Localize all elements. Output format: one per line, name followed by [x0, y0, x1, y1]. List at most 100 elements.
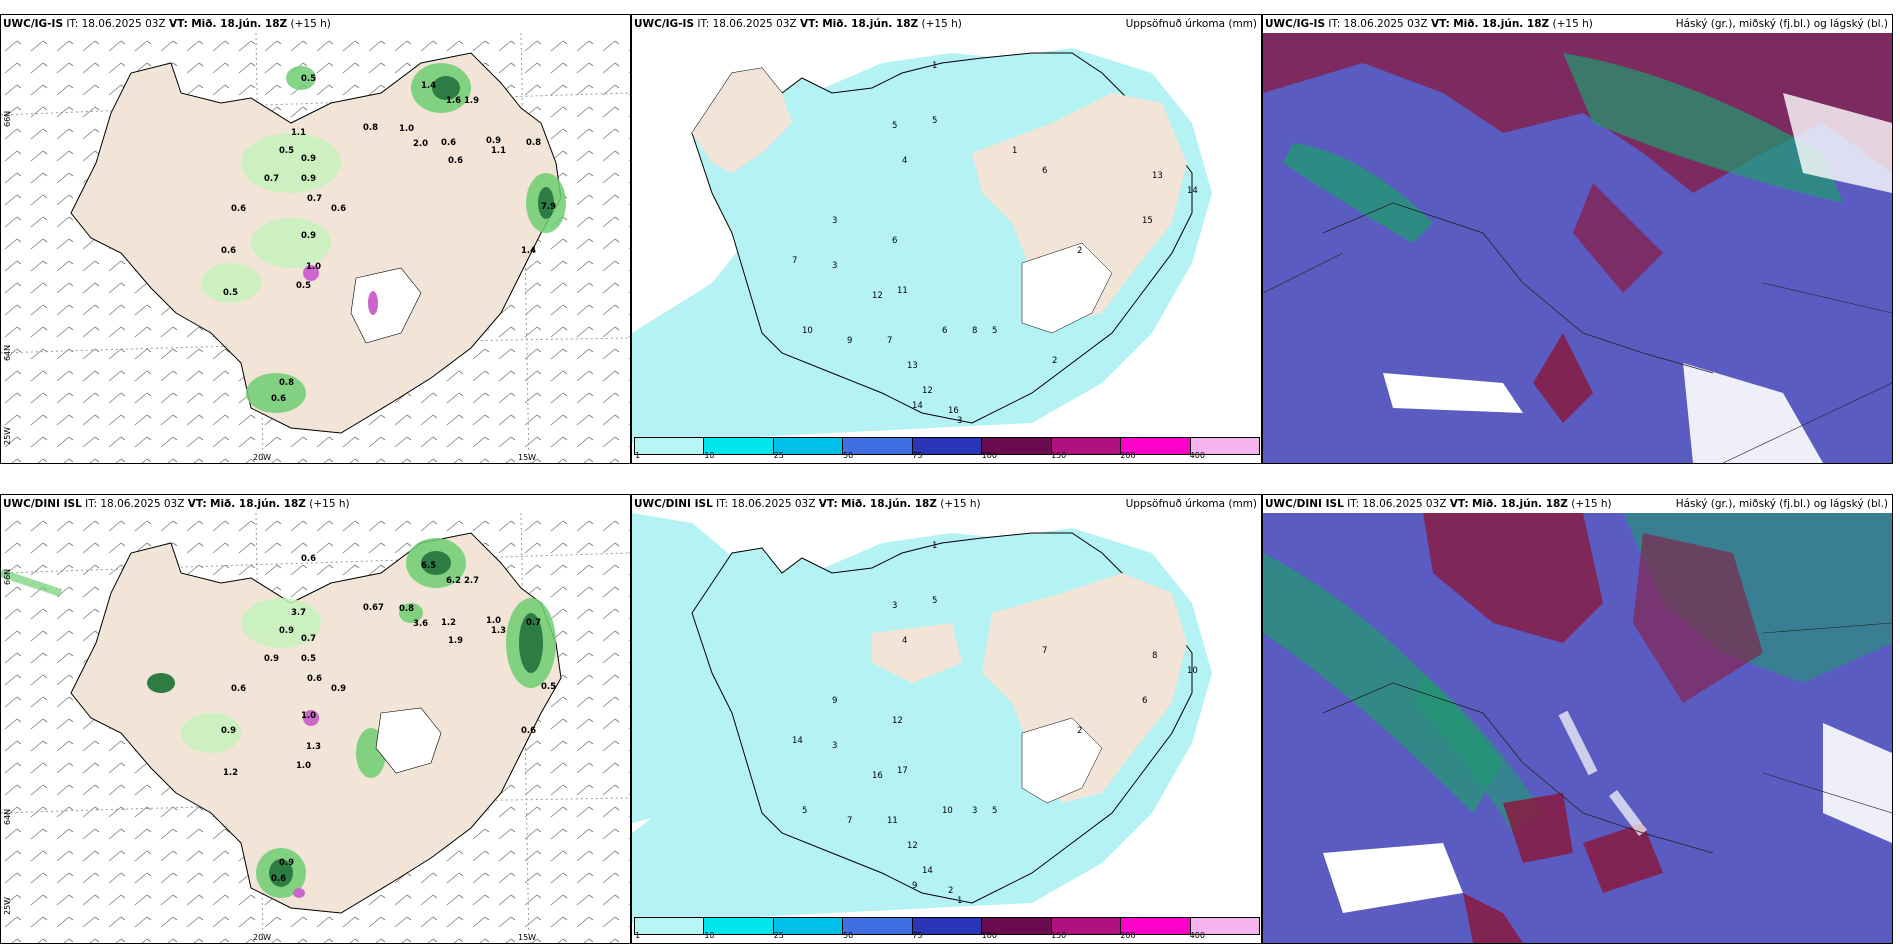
map-value-label: 3	[832, 261, 837, 271]
lat-label-66n: 66N	[3, 568, 12, 585]
map-value-label: 6	[1142, 696, 1147, 706]
map-value-label: 3	[972, 806, 977, 816]
precip-panel-row2: UWC/DINI ISL IT: 18.06.2025 03Z VT: Mið.…	[631, 494, 1262, 944]
map-value-label: 8	[972, 326, 977, 336]
map-value-label: 0.6	[221, 246, 236, 256]
map-value-label: 1	[932, 541, 937, 551]
colorbar-tick-label: 150	[1051, 451, 1067, 460]
map-value-label: 0.8	[363, 123, 378, 133]
precip-map: 1 3 5 4 7 9 12 14 16 17 8 10 6 2 3 5 7 11 10 12 14 9 2 3 5 1	[632, 513, 1212, 923]
map-value-label: 4	[902, 636, 907, 646]
panel-header: UWC/DINI ISL IT: 18.06.2025 03Z VT: Mið.…	[632, 495, 1261, 513]
colorbar-swatch	[843, 438, 913, 454]
map-value-label: 0.67	[363, 603, 384, 613]
colorbar-tick-label: 1	[635, 931, 641, 940]
map-value-label: 2	[948, 886, 953, 896]
lon-label-20w: 20W	[253, 453, 272, 462]
wind-map: 0.5 1.4 1.6 1.9 1.0 0.8 1.1 2.0 0.6 0.9 0.8 0.5 0.6 0…	[1, 33, 630, 463]
colorbar-swatch	[982, 918, 1052, 934]
map-value-label: 7	[887, 336, 892, 346]
colorbar-swatch	[635, 438, 705, 454]
map-value-label: 4	[902, 156, 907, 166]
map-value-label: 0.6	[448, 156, 463, 166]
map-value-label: 0.5	[301, 74, 316, 84]
colorbar-swatch	[773, 918, 844, 934]
map-value-label: 0.9	[301, 231, 316, 241]
map-value-label: 8	[1152, 651, 1157, 661]
colorbar-tick-label: 25	[773, 931, 784, 940]
lat-label-64n: 64N	[3, 344, 12, 361]
map-value-label: 13	[907, 361, 918, 371]
map-value-label: 13	[1152, 171, 1163, 181]
colorbar-tick-label: 100	[981, 931, 997, 940]
map-value-label: 5	[802, 806, 807, 816]
precip-title: Uppsöfnuð úrkoma (mm)	[1125, 498, 1257, 510]
map-value-label: 7	[1042, 646, 1047, 656]
map-value-label: 2	[1052, 356, 1057, 366]
map-value-label: 0.7	[264, 174, 279, 184]
colorbar-swatch	[1121, 438, 1191, 454]
map-value-label: 7	[792, 256, 797, 266]
colorbar-swatch	[773, 438, 844, 454]
map-value-label: 3	[892, 601, 897, 611]
panel-header: UWC/IG-IS IT: 18.06.2025 03Z VT: Mið. 18…	[632, 15, 1261, 33]
colorbar-swatch	[635, 918, 705, 934]
map-value-label: 1.9	[464, 96, 479, 106]
map-value-label: 9	[847, 336, 852, 346]
panel-header: UWC/IG-IS IT: 18.06.2025 03Z VT: Mið. 18…	[1, 15, 630, 33]
map-value-label: 3	[832, 216, 837, 226]
map-value-label: 1.3	[491, 626, 506, 636]
map-value-label: 0.6	[331, 204, 346, 214]
map-value-label: 0.5	[541, 682, 556, 692]
map-value-label: 0.8	[279, 378, 294, 388]
map-value-label: 5	[992, 326, 997, 336]
map-value-label: 17	[897, 766, 908, 776]
cloud-map	[1263, 513, 1892, 943]
map-value-label: 5	[932, 596, 937, 606]
wind-value-labels: 0.5 1.4 1.6 1.9 1.0 0.8 1.1 2.0 0.6 0.9 0.8 0.5 0.6 0…	[221, 74, 556, 404]
map-value-label: 1.4	[421, 81, 436, 91]
map-value-label: 12	[892, 716, 903, 726]
precip-panel-row1: UWC/IG-IS IT: 18.06.2025 03Z VT: Mið. 18…	[631, 14, 1262, 464]
cloud-panel-row2: UWC/DINI ISL IT: 18.06.2025 03Z VT: Mið.…	[1262, 494, 1893, 944]
map-value-label: 3	[832, 741, 837, 751]
colorbar-tick-label: 50	[843, 931, 854, 940]
map-value-label: 1.0	[486, 616, 501, 626]
map-value-label: 9	[912, 881, 917, 891]
panel-header: UWC/IG-IS IT: 18.06.2025 03Z VT: Mið. 18…	[1263, 15, 1892, 33]
map-value-label: 0.5	[301, 654, 316, 664]
map-value-label: 0.9	[279, 626, 294, 636]
map-value-label: 14	[792, 736, 803, 746]
map-value-label: 15	[1142, 216, 1153, 226]
map-value-label: 0.6	[271, 874, 286, 884]
map-value-label: 0.7	[301, 634, 316, 644]
colorbar-tick-label: 10	[704, 451, 715, 460]
map-value-label: 11	[897, 286, 908, 296]
map-value-label: 0.9	[301, 174, 316, 184]
map-value-label: 6	[942, 326, 947, 336]
map-value-label: 1.9	[448, 636, 463, 646]
map-value-label: 9	[832, 696, 837, 706]
map-value-label: 2	[1077, 726, 1082, 736]
cloud-panel-row1: UWC/IG-IS IT: 18.06.2025 03Z VT: Mið. 18…	[1262, 14, 1893, 464]
map-value-label: 1.3	[306, 742, 321, 752]
map-value-label: 14	[1187, 186, 1198, 196]
colorbar-tick-label: 400	[1189, 451, 1205, 460]
map-value-label: 6	[892, 236, 897, 246]
colorbar-swatch	[1121, 918, 1191, 934]
map-value-label: 0.6	[271, 394, 286, 404]
map-value-label: 0.9	[331, 684, 346, 694]
map-value-label: 10	[942, 806, 953, 816]
colorbar-swatch	[1051, 438, 1122, 454]
colorbar-tick-label: 75	[912, 451, 923, 460]
map-value-label: 2.7	[464, 576, 479, 586]
colorbar-tick-label: 200	[1120, 451, 1136, 460]
colorbar-swatch	[1190, 438, 1259, 454]
map-value-label: 0.6	[307, 674, 322, 684]
precip-title: Uppsöfnuð úrkoma (mm)	[1125, 18, 1257, 30]
map-value-label: 1	[957, 896, 962, 906]
cloud-map	[1263, 33, 1892, 463]
wind-panel-row2: UWC/DINI ISL IT: 18.06.2025 03Z VT: Mið.…	[0, 494, 631, 944]
colorbar-swatch	[912, 918, 983, 934]
